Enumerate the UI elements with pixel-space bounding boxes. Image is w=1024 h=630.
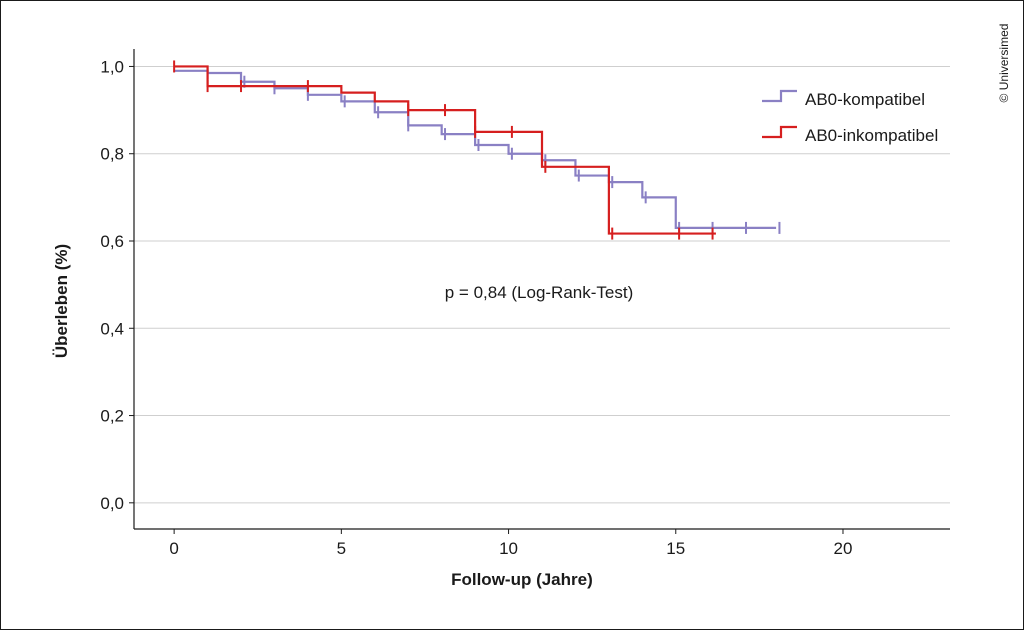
y-tick-label: 1,0 (100, 57, 124, 76)
y-tick-label: 0,0 (100, 494, 124, 513)
legend-swatch (762, 125, 797, 139)
x-tick-label: 0 (169, 539, 178, 558)
copyright-text: © Universimed (997, 24, 1011, 103)
legend-item: AB0-kompatibel (762, 89, 925, 109)
y-ticks: 0,0 0,2 0,4 0,6 0,8 1,0 (100, 57, 134, 513)
y-tick-label: 0,6 (100, 232, 124, 251)
y-tick-label: 0,2 (100, 407, 124, 426)
legend-label: AB0-inkompatibel (805, 126, 938, 145)
series-1-line (174, 69, 777, 230)
series-layer (173, 60, 781, 240)
legend: AB0-kompatibel AB0-inkompatibel (762, 89, 938, 145)
x-tick-label: 5 (337, 539, 346, 558)
legend-label: AB0-kompatibel (805, 90, 925, 109)
y-axis-title: Überleben (%) (52, 244, 71, 358)
axes (133, 49, 950, 530)
x-tick-label: 15 (666, 539, 685, 558)
x-axis-title: Follow-up (Jahre) (451, 570, 593, 589)
x-tick-label: 10 (499, 539, 518, 558)
x-tick-label: 20 (834, 539, 853, 558)
series-2-group (173, 60, 716, 240)
legend-item: AB0-inkompatibel (762, 125, 938, 145)
legend-swatch (762, 89, 797, 103)
log-rank-annotation: p = 0,84 (Log-Rank-Test) (445, 283, 634, 302)
series-1-group (174, 67, 781, 234)
y-tick-label: 0,8 (100, 145, 124, 164)
y-tick-label: 0,4 (100, 319, 124, 338)
x-ticks: 0 5 10 15 20 (169, 529, 852, 558)
series-2-line (174, 65, 716, 235)
